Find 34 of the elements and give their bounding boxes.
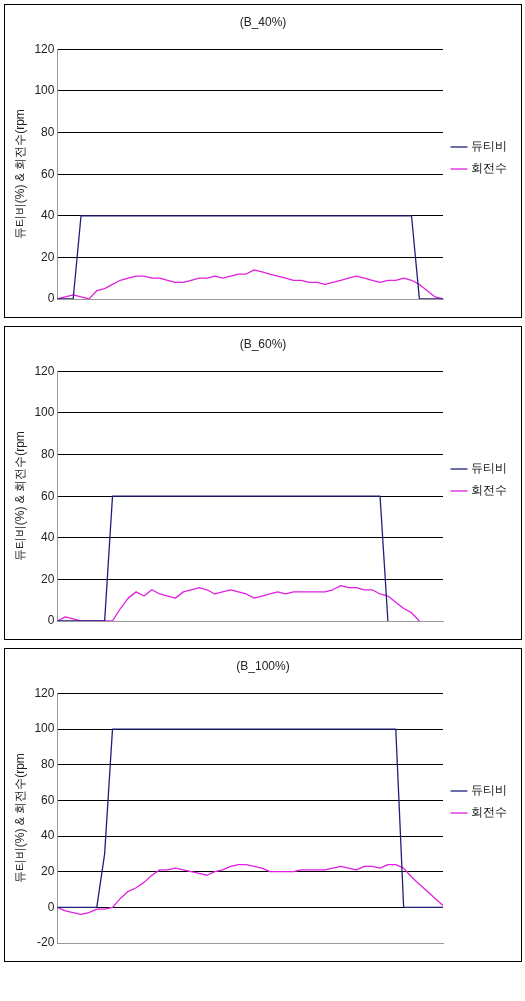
legend-label: 듀티비 <box>471 139 507 154</box>
y-tick-label: 0 <box>47 613 55 628</box>
y-tick-label: 40 <box>41 828 55 843</box>
y-axis-title: 듀티비(%) & 회전수(rpm <box>12 753 27 884</box>
y-tick-label: 120 <box>34 41 55 56</box>
y-tick-label: 80 <box>41 757 55 772</box>
y-tick-label: 40 <box>41 530 55 545</box>
y-tick-label: 60 <box>41 488 55 503</box>
y-tick-label: 40 <box>41 208 55 223</box>
y-tick-label: 80 <box>41 124 55 139</box>
legend-label: 회전수 <box>471 483 507 498</box>
y-tick-label: 80 <box>41 446 55 461</box>
y-tick-label: 120 <box>34 685 55 700</box>
y-tick-label: 100 <box>34 83 55 98</box>
legend-label: 듀티비 <box>471 461 507 476</box>
y-tick-label: 0 <box>47 899 55 914</box>
y-tick-label: 120 <box>34 363 55 378</box>
y-tick-label: 100 <box>34 405 55 420</box>
y-tick-label: 20 <box>41 864 55 878</box>
chart-title: (B_100%) <box>236 658 290 673</box>
y-tick-label: 60 <box>41 166 55 181</box>
y-tick-label: 0 <box>47 291 55 306</box>
legend-label: 회전수 <box>471 161 507 176</box>
chart-title: (B_60%) <box>239 336 287 351</box>
y-tick-label: 20 <box>41 249 55 264</box>
chart-title: (B_40%) <box>239 14 287 29</box>
y-tick-label: 60 <box>41 792 55 807</box>
y-tick-label: 100 <box>34 721 55 736</box>
legend-label: 회전수 <box>471 805 507 820</box>
y-tick-label: 20 <box>41 571 55 586</box>
y-tick-label: -20 <box>37 935 55 950</box>
y-axis-title: 듀티비(%) & 회전수(rpm <box>12 431 27 562</box>
y-axis-title: 듀티비(%) & 회전수(rpm <box>12 109 27 240</box>
legend-label: 듀티비 <box>471 783 507 798</box>
